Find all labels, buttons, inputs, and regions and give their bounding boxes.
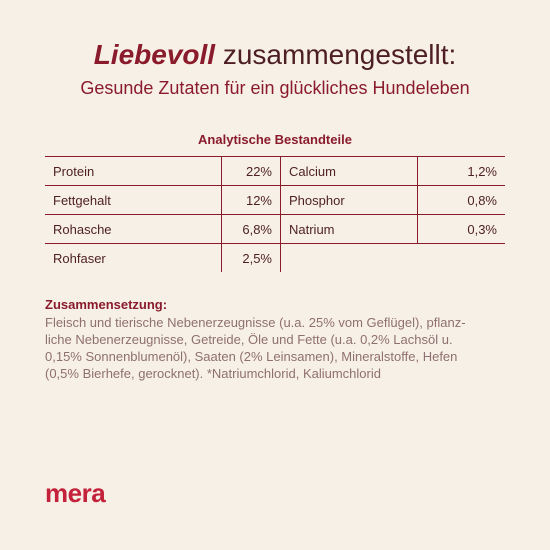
nutrient-name: Rohasche <box>45 214 222 244</box>
nutrient-name: Phosphor <box>279 185 418 215</box>
nutrient-name: Natrium <box>279 214 418 244</box>
composition-text: Fleisch und tierische Nebenerzeugnisse (… <box>45 315 466 381</box>
nutrient-value: 6,8% <box>221 214 281 244</box>
composition-heading: Zusammensetzung: <box>45 297 168 312</box>
table-row: Protein 22% Calcium 1,2% <box>45 156 505 186</box>
nutrient-value: 2,5% <box>221 243 281 272</box>
page-subtitle: Gesunde Zutaten für ein glückliches Hund… <box>80 78 470 98</box>
analysis-table: Protein 22% Calcium 1,2% Fettgehalt 12% … <box>45 156 505 272</box>
nutrient-value: 12% <box>221 185 281 215</box>
nutrient-value: 1,2% <box>417 156 505 186</box>
table-row: Rohasche 6,8% Natrium 0,3% <box>45 214 505 244</box>
title-bold: Liebevoll <box>93 39 216 70</box>
analysis-title: Analytische Bestandteile <box>198 132 352 147</box>
nutrient-name: Protein <box>45 156 222 186</box>
nutrient-value: 22% <box>221 156 281 186</box>
nutrient-name: Fettgehalt <box>45 185 222 215</box>
nutrient-name: Rohfaser <box>45 243 222 272</box>
page-title: Liebevoll zusammengestellt: <box>0 38 550 72</box>
nutrient-name: Calcium <box>279 156 418 186</box>
empty-cell <box>280 243 505 272</box>
nutrient-value: 0,8% <box>417 185 505 215</box>
table-row: Rohfaser 2,5% <box>45 243 505 272</box>
nutrient-value: 0,3% <box>417 214 505 244</box>
brand-logo: mera <box>45 478 106 508</box>
title-rest: zusammengestellt: <box>215 39 457 70</box>
table-row: Fettgehalt 12% Phosphor 0,8% <box>45 185 505 215</box>
